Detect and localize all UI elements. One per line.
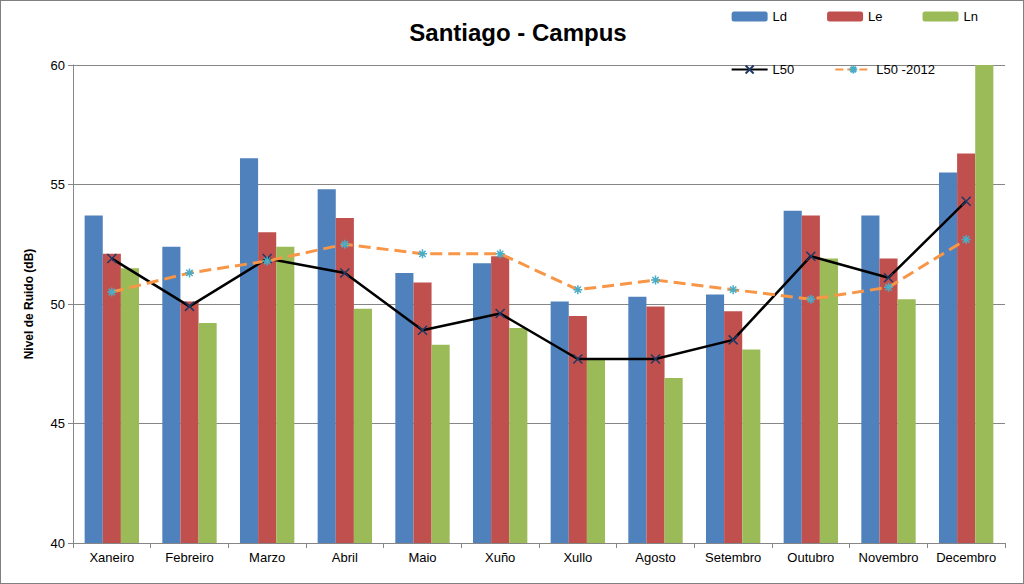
svg-text:Ld: Ld [773, 9, 787, 24]
svg-text:Marzo: Marzo [249, 550, 285, 565]
svg-text:Novembro: Novembro [859, 550, 919, 565]
svg-text:Le: Le [868, 9, 882, 24]
svg-text:L50: L50 [773, 62, 795, 77]
svg-text:Setembro: Setembro [705, 550, 761, 565]
svg-text:Nivel de Ruido (dB): Nivel de Ruido (dB) [22, 249, 36, 360]
svg-text:Xaneiro: Xaneiro [89, 550, 134, 565]
svg-text:Febreiro: Febreiro [165, 550, 213, 565]
svg-text:Decembro: Decembro [936, 550, 996, 565]
svg-text:50: 50 [51, 297, 65, 312]
svg-text:60: 60 [51, 58, 65, 73]
svg-text:Outubro: Outubro [787, 550, 834, 565]
svg-text:Xullo: Xullo [563, 550, 592, 565]
svg-text:55: 55 [51, 177, 65, 192]
svg-text:Agosto: Agosto [635, 550, 675, 565]
svg-text:45: 45 [51, 416, 65, 431]
svg-text:Xuño: Xuño [485, 550, 515, 565]
svg-text:Maio: Maio [408, 550, 436, 565]
svg-text:Ln: Ln [964, 9, 978, 24]
svg-text:L50 -2012: L50 -2012 [876, 62, 935, 77]
svg-text:Abril: Abril [332, 550, 358, 565]
svg-text:Santiago - Campus: Santiago - Campus [409, 19, 626, 46]
svg-text:40: 40 [51, 536, 65, 551]
